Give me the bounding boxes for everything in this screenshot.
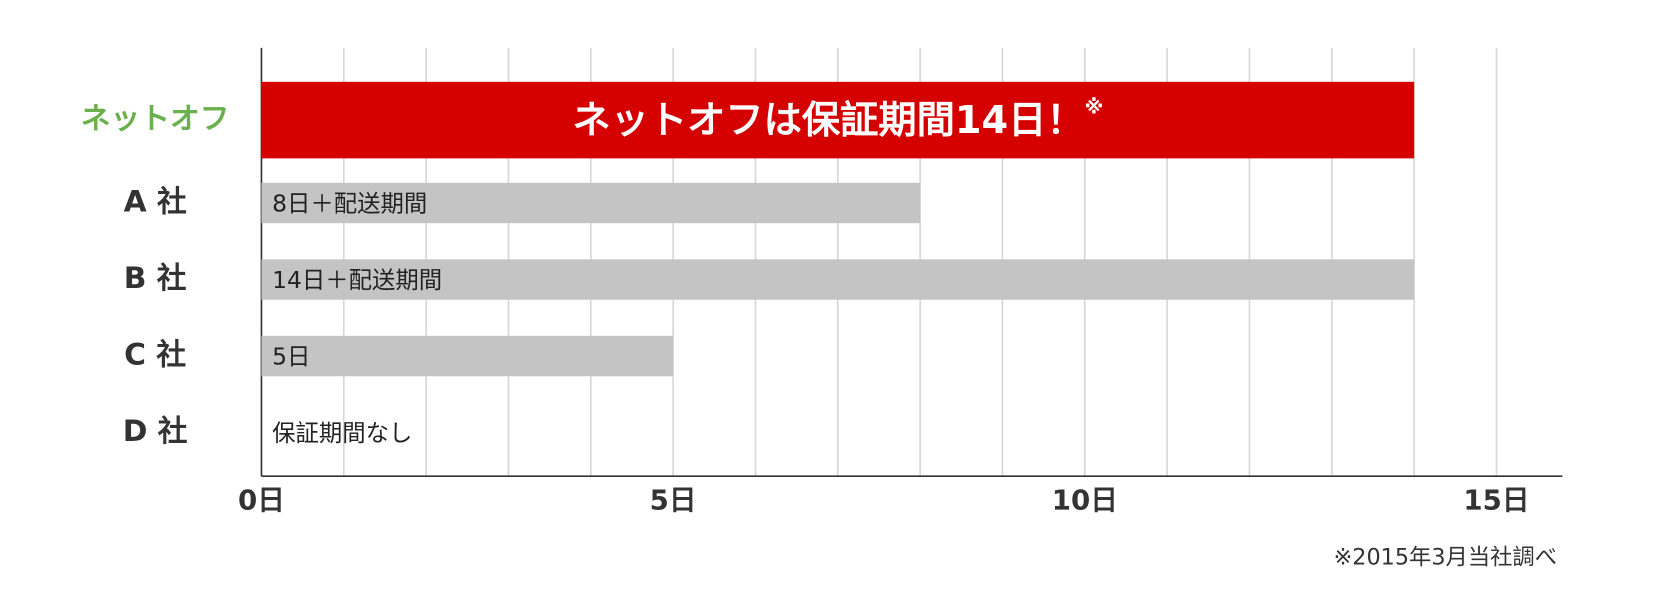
- value-label: 5日: [272, 343, 310, 371]
- y-tick-label: B 社: [124, 261, 187, 296]
- bar: [261, 335, 674, 377]
- value-label-text: ネットオフは保証期間14日！: [572, 98, 1084, 143]
- x-tick-label: 10日: [1052, 484, 1118, 517]
- x-tick-label: 15日: [1463, 484, 1529, 517]
- bar: [261, 81, 1415, 159]
- bar: [261, 182, 921, 224]
- y-tick-label: C 社: [124, 338, 186, 373]
- value-label: 14日＋配送期間: [272, 266, 442, 294]
- value-label: 保証期間なし: [272, 419, 412, 447]
- x-tick-label: 0日: [238, 484, 285, 517]
- y-tick-label: A 社: [124, 185, 187, 220]
- y-tick-label: ネットオフ: [81, 102, 230, 137]
- value-label: ネットオフは保証期間14日！※: [572, 95, 1103, 143]
- footnote: ※2015年3月当社調べ: [1334, 544, 1557, 570]
- value-label-note: ※: [1085, 95, 1104, 118]
- bar: [261, 259, 1415, 300]
- value-label: 8日＋配送期間: [272, 190, 427, 218]
- x-tick-label: 5日: [650, 484, 697, 517]
- y-tick-label: D 社: [123, 414, 188, 449]
